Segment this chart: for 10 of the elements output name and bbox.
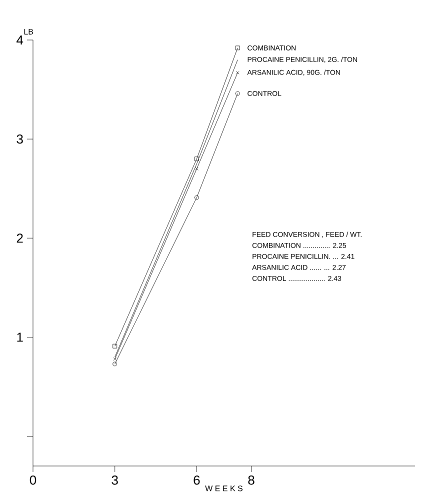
x-tick-label: 6: [194, 476, 200, 485]
x-tick-label: 8: [248, 476, 254, 485]
x-axis-title: W E E K S: [205, 486, 243, 492]
y-tick-label: 2: [16, 234, 23, 243]
y-tick-label: 4: [16, 36, 24, 44]
y-axis-title: LB: [24, 28, 34, 34]
y-tick-label: 3: [16, 134, 23, 144]
y-tick-label: 1: [17, 332, 23, 342]
x-tick-label: 0: [30, 476, 36, 485]
x-tick-label: 3: [112, 476, 118, 485]
